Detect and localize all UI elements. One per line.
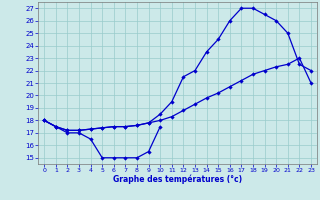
X-axis label: Graphe des températures (°c): Graphe des températures (°c) bbox=[113, 175, 242, 184]
